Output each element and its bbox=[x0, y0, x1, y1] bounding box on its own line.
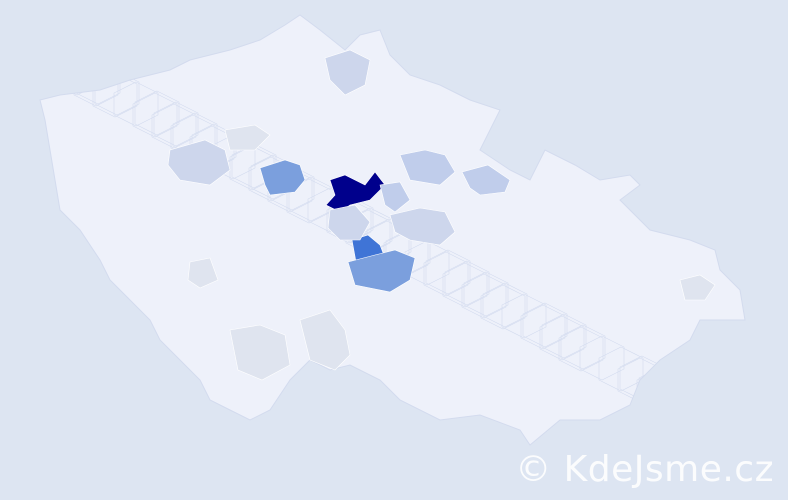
district bbox=[598, 346, 644, 392]
district bbox=[695, 39, 741, 85]
district bbox=[579, 335, 625, 381]
watermark: © KdeJsme.cz bbox=[515, 449, 774, 490]
district bbox=[558, 326, 604, 372]
district bbox=[328, 196, 374, 242]
district-highlight-level-1 bbox=[299, 309, 351, 371]
district bbox=[655, 379, 701, 425]
district bbox=[231, 143, 277, 189]
district-highlight-level-2 bbox=[327, 204, 371, 241]
district-highlight-level-3 bbox=[461, 164, 511, 196]
highlighted-districts bbox=[167, 49, 716, 381]
district-highlight-level-2 bbox=[324, 49, 371, 96]
district bbox=[461, 273, 507, 319]
district bbox=[560, 324, 606, 370]
district-highlight-level-2 bbox=[167, 139, 231, 186]
district bbox=[501, 293, 547, 339]
district bbox=[522, 302, 568, 348]
district bbox=[54, 50, 100, 96]
country-outline bbox=[39, 14, 746, 446]
district bbox=[442, 262, 488, 308]
district bbox=[153, 101, 199, 147]
district-highlight-level-3 bbox=[399, 149, 456, 186]
district bbox=[326, 198, 372, 244]
district bbox=[134, 90, 180, 136]
district bbox=[113, 81, 159, 127]
district-highlight-level-6 bbox=[325, 171, 386, 213]
district-highlight-level-1 bbox=[187, 257, 219, 289]
district bbox=[541, 313, 587, 359]
district bbox=[539, 315, 585, 361]
district bbox=[151, 103, 197, 149]
district-highlight-level-1 bbox=[224, 124, 271, 151]
district bbox=[56, 48, 102, 94]
district-highlight-level-3 bbox=[379, 181, 411, 213]
district bbox=[482, 282, 528, 328]
district bbox=[40, 37, 83, 83]
district bbox=[480, 284, 526, 330]
district bbox=[520, 304, 566, 350]
district bbox=[229, 145, 275, 191]
district bbox=[676, 388, 722, 434]
district bbox=[423, 251, 469, 297]
district bbox=[404, 240, 450, 286]
district bbox=[132, 92, 178, 138]
district-highlight-level-2 bbox=[389, 207, 456, 246]
district bbox=[463, 271, 509, 317]
district bbox=[657, 377, 703, 423]
district bbox=[425, 249, 471, 295]
district-highlight-level-1 bbox=[229, 324, 291, 381]
district-highlight-level-4 bbox=[347, 249, 416, 293]
district-highlight-level-1 bbox=[679, 274, 716, 301]
district-highlight-level-4 bbox=[259, 159, 306, 196]
district bbox=[444, 260, 490, 306]
